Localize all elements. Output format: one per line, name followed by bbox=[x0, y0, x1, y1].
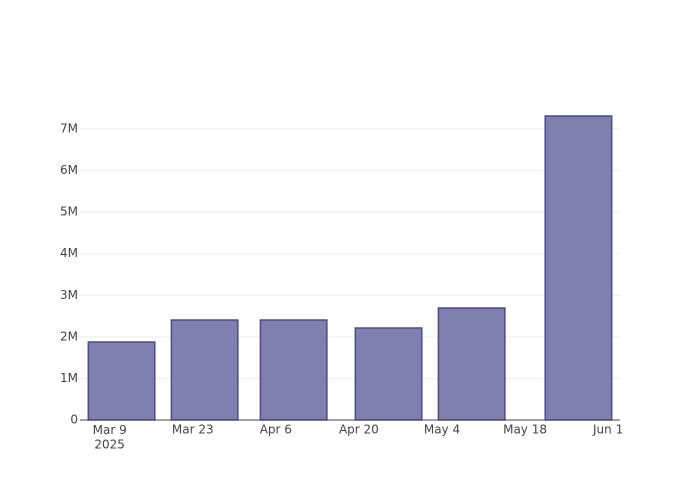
bar bbox=[544, 115, 613, 421]
x-tick-label: May 18 bbox=[503, 423, 547, 437]
bar bbox=[437, 307, 506, 421]
y-tick-label: 2M bbox=[60, 329, 78, 343]
x-tick-label: May 4 bbox=[424, 423, 460, 437]
x-tick-label: Mar 9 2025 bbox=[93, 423, 127, 451]
y-tick-label: 7M bbox=[60, 122, 78, 136]
bar bbox=[354, 327, 423, 421]
x-tick-label: Mar 23 bbox=[172, 423, 214, 437]
bar bbox=[87, 341, 156, 421]
x-tick-label: Jun 1 bbox=[592, 423, 623, 437]
bar bbox=[259, 319, 328, 421]
x-tick-label: Apr 6 bbox=[260, 423, 292, 437]
y-tick-label: 0 bbox=[70, 413, 78, 427]
x-tick-label: Apr 20 bbox=[339, 423, 379, 437]
y-tick-label: 4M bbox=[60, 246, 78, 260]
y-tick-label: 1M bbox=[60, 371, 78, 385]
bar bbox=[170, 319, 239, 421]
y-tick-label: 5M bbox=[60, 205, 78, 219]
y-tick-label: 3M bbox=[60, 288, 78, 302]
y-tick-label: 6M bbox=[60, 163, 78, 177]
